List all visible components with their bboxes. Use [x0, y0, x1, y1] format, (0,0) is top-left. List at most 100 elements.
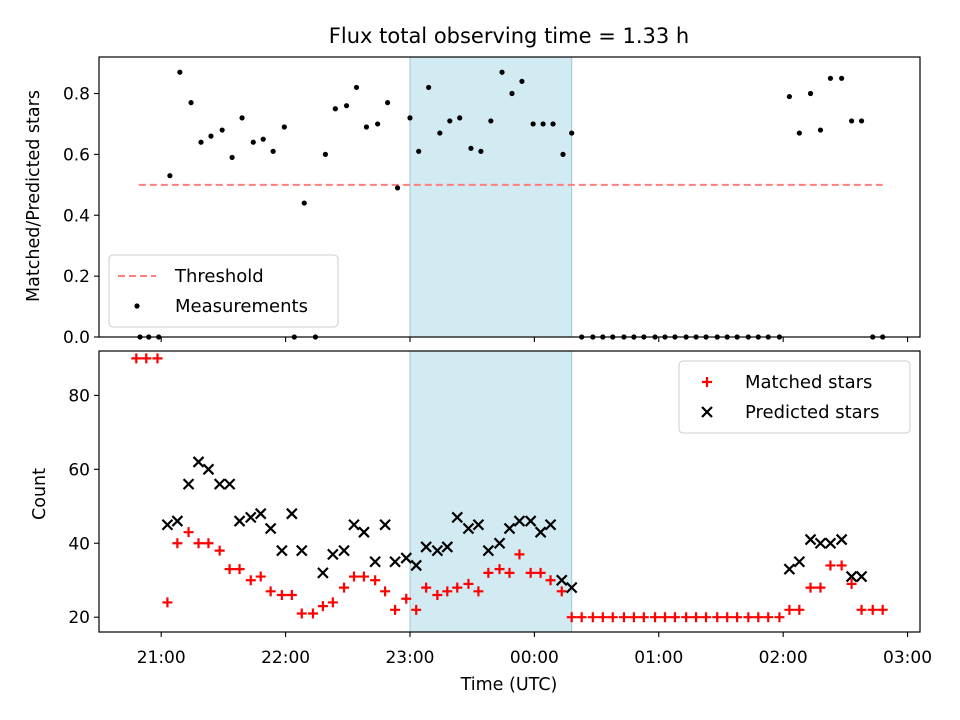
data-point: [550, 121, 556, 127]
legend-x-swatch: [701, 406, 713, 418]
data-point: [545, 575, 556, 586]
data-point: [482, 544, 495, 557]
data-point: [867, 604, 878, 615]
data-point: [607, 612, 618, 623]
observing-span: [409, 350, 573, 633]
data-point: [234, 564, 245, 575]
data-point: [763, 612, 774, 623]
data-point: [421, 582, 432, 593]
data-point: [659, 612, 670, 623]
chart-title: Flux total observing time = 1.33 h: [329, 24, 689, 48]
data-point: [426, 84, 432, 91]
data-point: [389, 555, 401, 568]
data-point: [786, 93, 792, 100]
data-point: [774, 612, 785, 623]
data-point: [560, 151, 566, 157]
data-point: [835, 533, 848, 546]
x-axis-label: Time (UTC): [460, 675, 558, 695]
data-point: [628, 612, 639, 623]
data-point: [524, 515, 537, 527]
data-point: [722, 612, 733, 623]
data-point: [431, 544, 444, 557]
data-point: [483, 567, 494, 578]
data-point: [478, 148, 484, 154]
data-point: [569, 130, 575, 136]
data-point: [152, 353, 163, 364]
x-tick-label: 23:00: [385, 648, 434, 668]
data-point: [327, 597, 338, 608]
data-point: [245, 575, 256, 586]
data-point: [877, 604, 888, 615]
y-tick-label: 0.6: [63, 145, 90, 165]
data-point: [807, 90, 814, 97]
data-point: [410, 559, 422, 572]
data-point: [192, 456, 205, 468]
x-tick-label: 22:00: [261, 648, 310, 668]
data-point: [264, 522, 277, 535]
data-point: [556, 586, 567, 597]
y-tick-label: 0.8: [63, 85, 90, 105]
legend-box: [678, 360, 911, 434]
data-point: [848, 118, 855, 124]
data-point: [825, 560, 836, 571]
data-point: [338, 544, 350, 557]
data-point: [141, 353, 152, 364]
data-point: [286, 590, 297, 601]
y-tick-label: 0.4: [63, 206, 90, 226]
data-point: [233, 515, 246, 527]
data-point: [576, 612, 587, 623]
data-point: [286, 507, 298, 520]
legend: Threshold Measurements: [108, 254, 339, 328]
plot-frame: [98, 56, 921, 338]
data-point: [301, 200, 307, 206]
data-point: [437, 130, 443, 136]
data-point: [796, 130, 802, 136]
data-point: [213, 478, 226, 490]
data-point: [815, 582, 826, 593]
data-point: [793, 555, 806, 568]
data-point: [265, 586, 276, 597]
top-panel-ratio: 0.0 0.2 0.4 0.6 0.8 Threshold Measurements: [63, 56, 921, 348]
x-tick-label: 00:00: [510, 648, 559, 668]
data-point: [171, 515, 184, 527]
data-point: [858, 118, 865, 124]
data-point: [219, 127, 225, 133]
data-point: [836, 560, 847, 571]
data-point: [468, 145, 474, 151]
data-point: [327, 548, 339, 561]
data-point: [587, 612, 598, 623]
data-point: [783, 563, 796, 575]
data-point: [177, 69, 183, 75]
data-point: [349, 571, 360, 582]
data-point: [472, 518, 485, 531]
data-point: [817, 127, 824, 133]
data-point: [712, 612, 723, 623]
data-point: [244, 511, 257, 524]
data-point: [503, 522, 516, 535]
data-point: [172, 538, 183, 549]
data-point: [513, 515, 526, 527]
data-point: [167, 173, 173, 179]
y-tick-label: 20: [68, 608, 90, 628]
x-tick-label: 21:00: [137, 648, 186, 668]
bottom-panel-counts: 20 40 60 80 21:00 22:00 23:00 00:00 01:00 02:00 03…: [68, 350, 932, 668]
data-point: [540, 121, 546, 127]
y-tick-label: 0.2: [63, 267, 90, 287]
data-point: [534, 526, 547, 538]
data-point: [339, 582, 350, 593]
data-point: [441, 541, 454, 553]
data-point: [530, 121, 536, 127]
data-point: [432, 590, 443, 601]
data-point: [416, 148, 422, 154]
data-point: [281, 124, 287, 130]
data-point: [193, 538, 204, 549]
data-point: [358, 526, 370, 538]
data-point: [504, 567, 515, 578]
data-point: [420, 541, 432, 553]
data-point: [650, 612, 661, 623]
data-point: [239, 115, 245, 121]
data-point: [691, 612, 702, 623]
bottom-y-axis-label: Count: [30, 468, 50, 520]
data-point: [509, 90, 515, 97]
